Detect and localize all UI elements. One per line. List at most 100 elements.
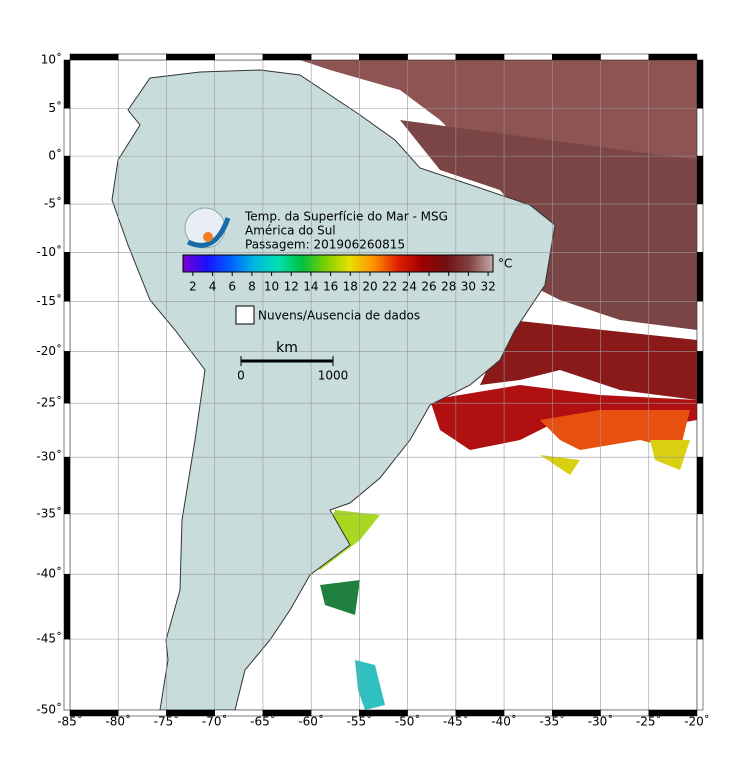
frame-segment bbox=[648, 709, 698, 717]
colorbar-tick-label: 14 bbox=[303, 280, 318, 294]
colorbar-tick-label: 16 bbox=[323, 280, 338, 294]
colorbar-tick-label: 22 bbox=[382, 280, 397, 294]
frame-segment bbox=[503, 53, 553, 61]
x-tick-label: -70˚ bbox=[202, 714, 228, 729]
y-tick-label: -25˚ bbox=[36, 395, 62, 410]
region: América do Sul bbox=[245, 224, 336, 238]
colorbar-tick-label: 12 bbox=[284, 280, 299, 294]
y-tick-label: -10˚ bbox=[36, 244, 62, 259]
colorbar-unit: °C bbox=[498, 257, 512, 271]
x-tick-label: -65˚ bbox=[250, 714, 276, 729]
x-tick-label: -45˚ bbox=[443, 714, 469, 729]
x-tick-label: -40˚ bbox=[491, 714, 517, 729]
frame-segment bbox=[696, 638, 704, 711]
y-tick-label: -35˚ bbox=[36, 505, 62, 520]
x-tick-label: -25˚ bbox=[636, 714, 662, 729]
frame-segment bbox=[63, 573, 71, 640]
colorbar-tick-label: 18 bbox=[343, 280, 358, 294]
x-tick-label: -75˚ bbox=[154, 714, 180, 729]
colorbar-tick-label: 28 bbox=[441, 280, 456, 294]
y-tick-label: -5˚ bbox=[44, 196, 62, 211]
colorbar-tick-label: 20 bbox=[362, 280, 377, 294]
frame-segment bbox=[117, 53, 167, 61]
frame-segment bbox=[696, 573, 704, 640]
y-tick-label: -15˚ bbox=[36, 293, 62, 308]
y-tick-label: -20˚ bbox=[36, 343, 62, 358]
scale-tick-label: 0 bbox=[237, 369, 245, 383]
colorbar-tick-label: 26 bbox=[421, 280, 436, 294]
frame-segment bbox=[696, 513, 704, 575]
frame-segment bbox=[696, 203, 704, 253]
x-tick-label: -55˚ bbox=[347, 714, 373, 729]
colorbar-tick-label: 24 bbox=[402, 280, 417, 294]
frame-segment bbox=[696, 301, 704, 352]
frame-segment bbox=[63, 351, 71, 404]
y-tick-label: 0˚ bbox=[48, 148, 62, 163]
frame-segment bbox=[696, 402, 704, 458]
frame bbox=[63, 53, 704, 717]
frame-segment bbox=[407, 53, 457, 61]
sst-region bbox=[540, 440, 690, 475]
frame-segment bbox=[696, 456, 704, 515]
frame-segment bbox=[648, 53, 698, 61]
pass: Passagem: 201906260815 bbox=[245, 238, 405, 252]
y-tick-label: -30˚ bbox=[36, 449, 62, 464]
y-tick-label: -40˚ bbox=[36, 566, 62, 581]
legend-swatch bbox=[235, 305, 255, 325]
colorbar-tick-label: 10 bbox=[264, 280, 279, 294]
frame-segment bbox=[63, 638, 71, 711]
frame-segment bbox=[262, 53, 312, 61]
sst-region bbox=[480, 320, 697, 400]
logo-dot bbox=[203, 232, 213, 242]
x-tick-label: -20˚ bbox=[684, 714, 710, 729]
frame-segment bbox=[63, 402, 71, 458]
x-tick-label: -30˚ bbox=[588, 714, 614, 729]
frame-segment bbox=[214, 53, 264, 61]
scale-bar: 0 1000 bbox=[237, 356, 348, 383]
frame-segment bbox=[310, 53, 360, 61]
colorbar-tick-label: 8 bbox=[248, 280, 256, 294]
frame-segment bbox=[63, 456, 71, 515]
colorbar-tick-label: 30 bbox=[461, 280, 476, 294]
frame-segment bbox=[455, 53, 505, 61]
x-tick-label: -85˚ bbox=[57, 714, 83, 729]
frame-segment bbox=[696, 108, 704, 157]
colorbar bbox=[182, 254, 494, 273]
colorbar-tick-label: 2 bbox=[189, 280, 197, 294]
y-tick-label: -50˚ bbox=[36, 702, 62, 717]
frame-segment bbox=[63, 513, 71, 575]
frame-segment bbox=[696, 59, 704, 109]
frame-segment bbox=[63, 59, 71, 109]
scale-tick-label: 1000 bbox=[318, 369, 349, 383]
logo bbox=[184, 207, 231, 249]
frame-segment bbox=[63, 252, 71, 302]
frame-segment bbox=[63, 301, 71, 352]
frame-segment bbox=[600, 53, 650, 61]
x-tick-label: -50˚ bbox=[395, 714, 421, 729]
frame-segment bbox=[63, 203, 71, 253]
scale-unit: km bbox=[276, 340, 298, 356]
sst-region bbox=[355, 660, 385, 710]
x-tick-label: -80˚ bbox=[105, 714, 131, 729]
frame-segment bbox=[166, 53, 215, 61]
title: Temp. da Superfície do Mar - MSG bbox=[244, 210, 448, 224]
y-tick-label: -45˚ bbox=[36, 631, 62, 646]
frame-segment bbox=[696, 252, 704, 302]
colorbar-tick-label: 4 bbox=[209, 280, 217, 294]
frame-segment bbox=[696, 155, 704, 205]
colorbar-tick-label: 32 bbox=[480, 280, 495, 294]
x-tick-label: -60˚ bbox=[298, 714, 324, 729]
logo-arc bbox=[186, 217, 231, 248]
y-tick-label: 10˚ bbox=[41, 52, 62, 67]
x-tick-label: -35˚ bbox=[540, 714, 566, 729]
frame-segment bbox=[69, 53, 119, 61]
y-tick-label: 5˚ bbox=[48, 100, 62, 115]
frame-segment bbox=[696, 351, 704, 404]
frame-segment bbox=[63, 155, 71, 205]
frame-segment bbox=[359, 53, 408, 61]
frame-segment bbox=[552, 53, 601, 61]
frame-segment bbox=[63, 108, 71, 157]
colorbar-tick-label: 6 bbox=[228, 280, 236, 294]
legend-label: Nuvens/Ausencia de dados bbox=[258, 309, 420, 323]
